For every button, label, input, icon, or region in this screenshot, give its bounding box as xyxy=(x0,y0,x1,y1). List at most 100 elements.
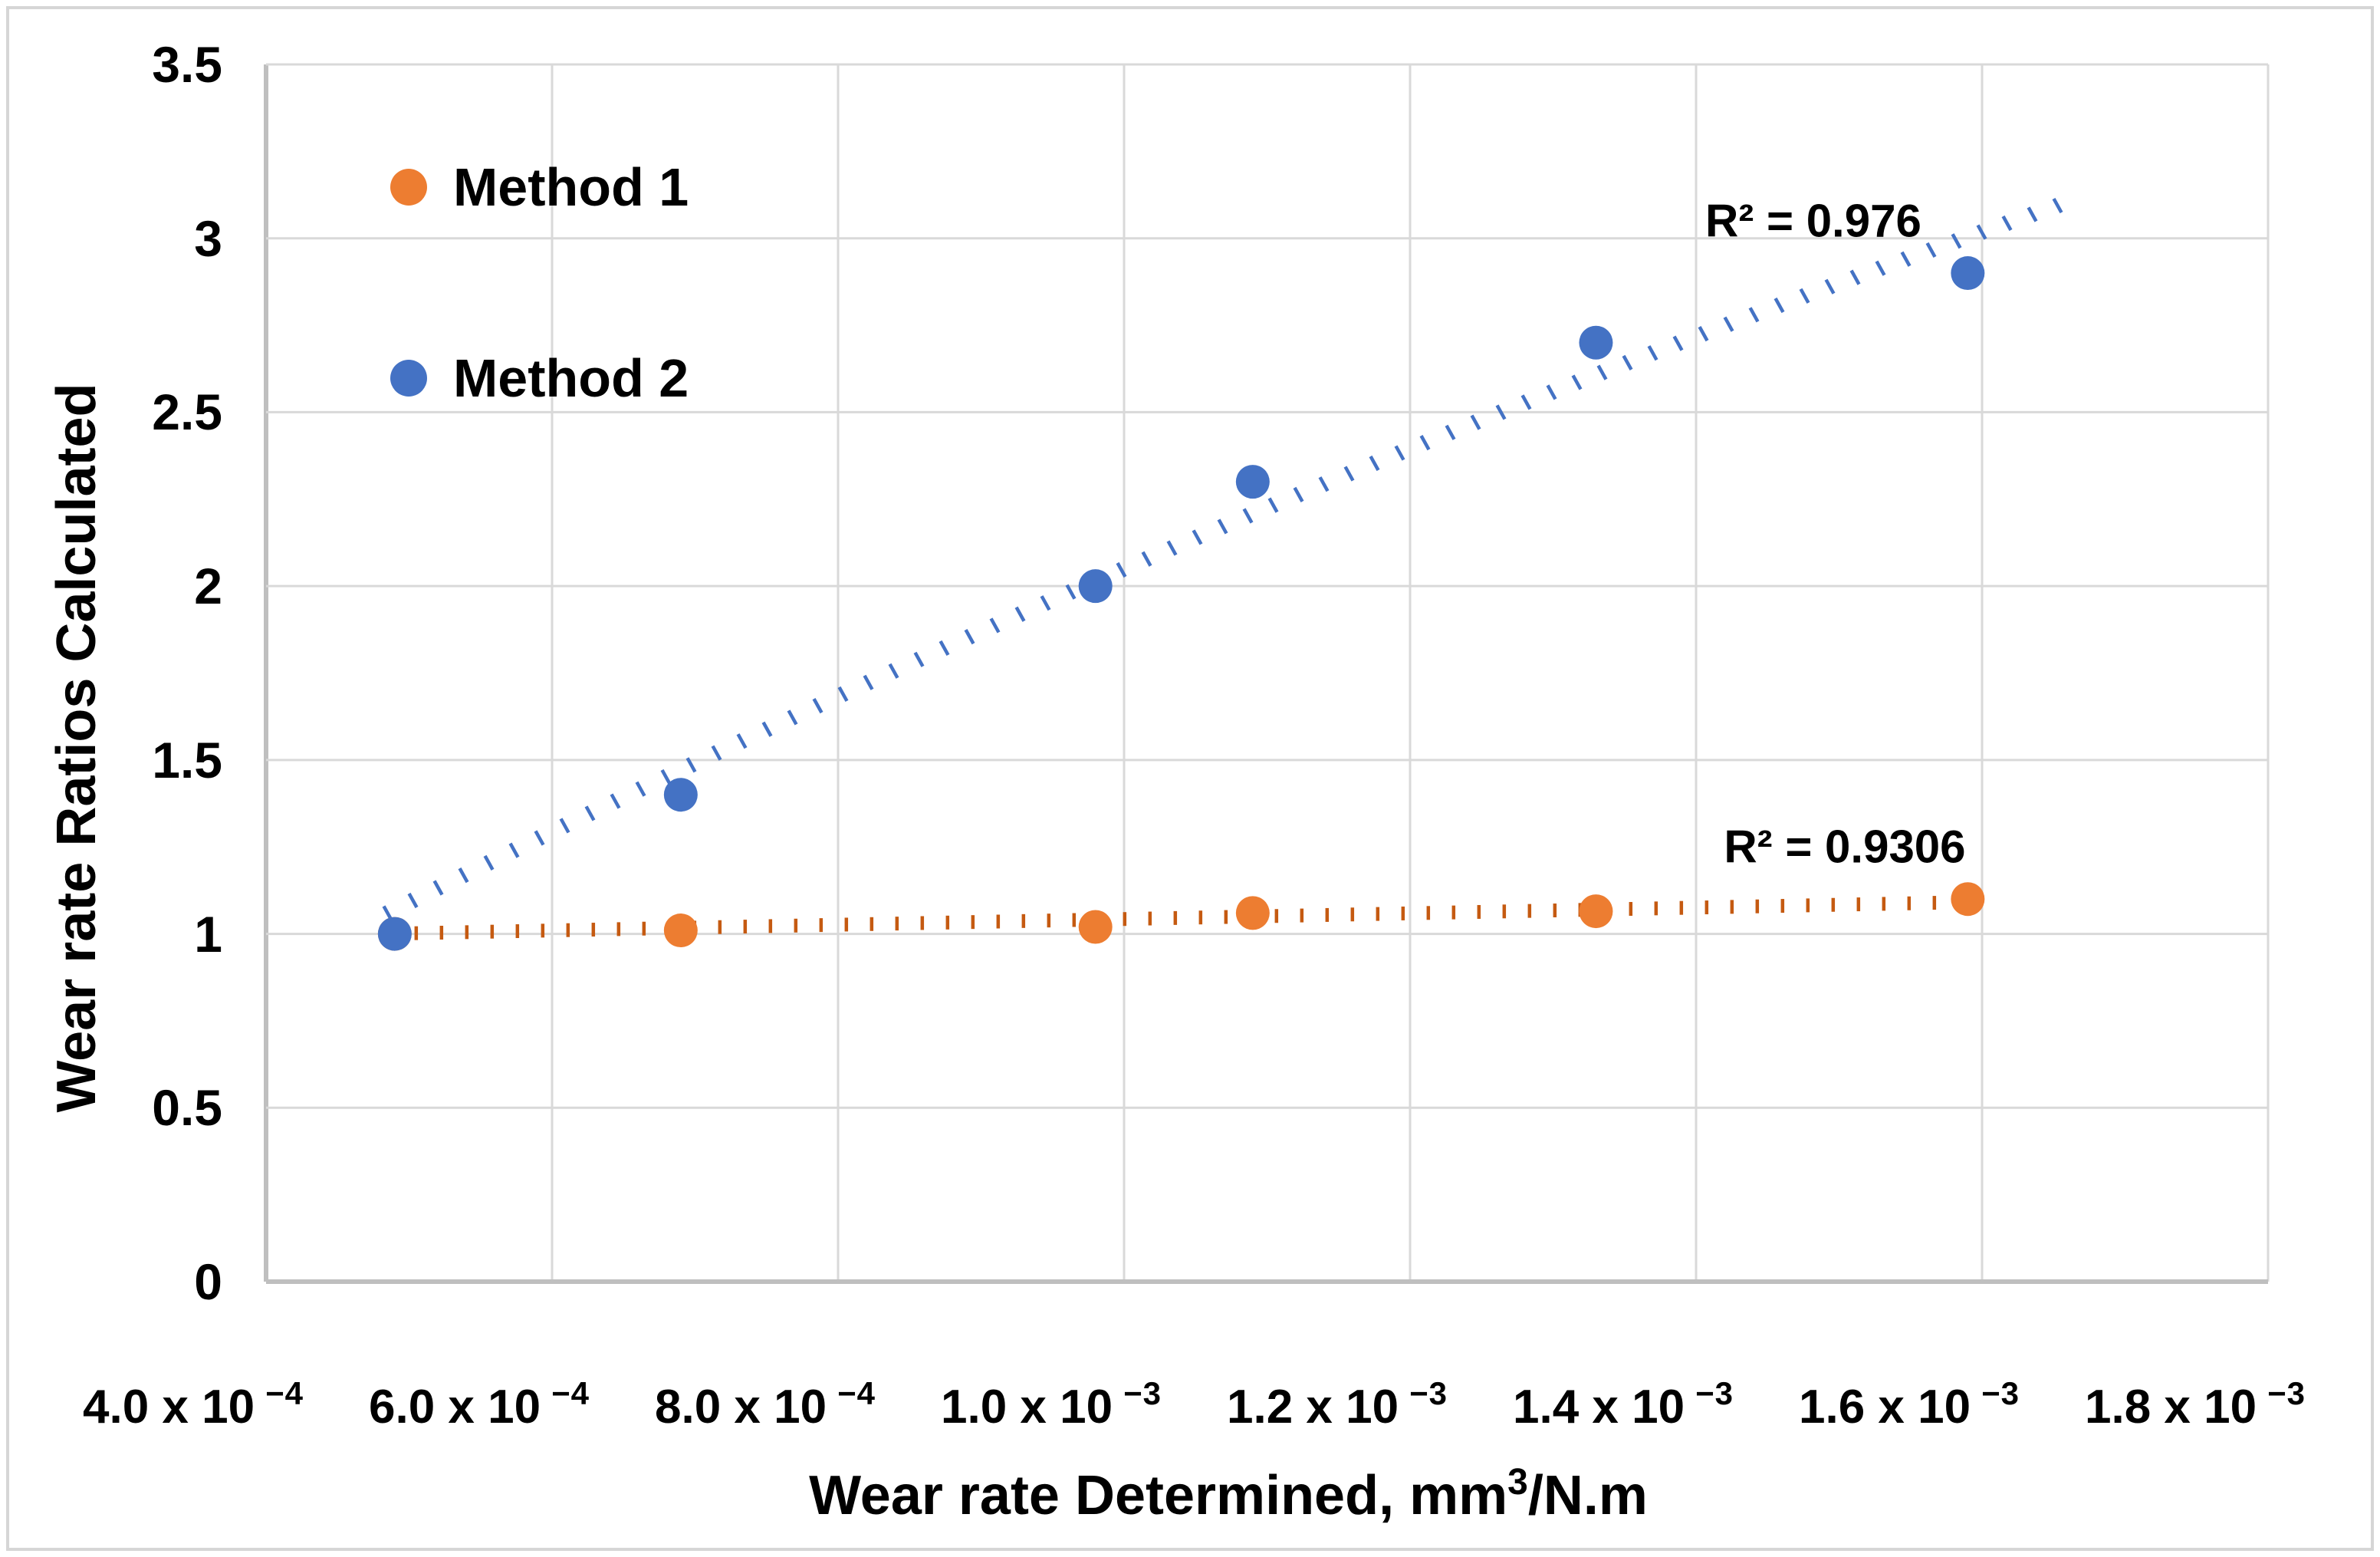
trendline-dash-method2 xyxy=(1242,508,1254,524)
x-axis-title-units: /N.m xyxy=(1527,1465,1648,1526)
x-axis-title-superscript: 3 xyxy=(1507,1462,1528,1503)
trendline-dash-method2 xyxy=(1419,435,1431,451)
trendline-dash-method2 xyxy=(1976,224,1987,240)
x-tick-label: 1.0 x 10 −3 xyxy=(875,1365,1228,1450)
trendline-dash-method2 xyxy=(1546,384,1557,400)
data-point-method2 xyxy=(663,778,698,812)
x-tick-label-base: 8.0 x 10 xyxy=(655,1381,827,1434)
trendline-dash-method2 xyxy=(1217,518,1228,535)
data-point-method1 xyxy=(1951,882,1985,917)
trendline-dash-method2 xyxy=(1672,335,1684,351)
x-tick-label-base: 1.2 x 10 xyxy=(1227,1381,1399,1434)
data-point-method1 xyxy=(663,913,698,948)
trendline-dash-method2 xyxy=(939,640,950,657)
legend-marker-method1-icon xyxy=(390,169,427,206)
trendline-dash-method2 xyxy=(1596,364,1608,380)
x-tick-label-exponent: −3 xyxy=(1695,1375,1734,1411)
trendline-dash-method2 xyxy=(1698,326,1709,342)
trendline-dash-method2 xyxy=(458,867,469,884)
trendline-dash-method2 xyxy=(812,698,823,714)
data-point-method2 xyxy=(1951,256,1985,291)
trendline-dash-method2 xyxy=(1343,466,1355,482)
trendline-dash-method2 xyxy=(1318,476,1330,492)
trendline-dash-method2 xyxy=(1014,606,1026,622)
x-tick-label-base: 1.6 x 10 xyxy=(1799,1381,1971,1434)
x-tick-label: 1.4 x 10 −3 xyxy=(1447,1365,1800,1450)
trendline-dash-method2 xyxy=(1849,269,1861,285)
x-tick-label: 1.8 x 10 −3 xyxy=(2019,1365,2372,1450)
trendline-dash-method2 xyxy=(761,721,773,737)
y-tick-label: 3 xyxy=(194,209,222,267)
y-tick-label: 2.5 xyxy=(152,383,222,441)
x-tick-label-exponent: −3 xyxy=(1981,1375,2020,1411)
legend-label-method2: Method 2 xyxy=(453,348,689,408)
trendline-dash-method2 xyxy=(1065,584,1077,600)
trendline-dash-method2 xyxy=(1141,551,1152,567)
trendline-dash-method2 xyxy=(2001,215,2013,232)
trendline-dash-method2 xyxy=(1622,354,1633,370)
trendline-dash-method2 xyxy=(610,793,621,809)
y-tick-label: 0.5 xyxy=(152,1079,222,1137)
data-point-method2 xyxy=(377,917,412,951)
trendline-dash-method2 xyxy=(1748,307,1760,323)
x-tick-label-exponent: −3 xyxy=(2267,1375,2306,1411)
x-tick-label: 1.2 x 10 −3 xyxy=(1161,1365,1514,1450)
trendline-dash-method2 xyxy=(407,892,419,909)
x-tick-label-exponent: −3 xyxy=(1409,1375,1448,1411)
trendline-dash-method2 xyxy=(508,842,520,858)
trendline-dash-method2 xyxy=(1647,345,1658,361)
legend-item-method1: Method 1 xyxy=(390,153,689,221)
trendline-dash-method2 xyxy=(1445,424,1456,440)
trendline-dash-method2 xyxy=(1470,414,1481,430)
trendline-dash-method2 xyxy=(1773,297,1785,314)
trendline-dash-method2 xyxy=(2027,206,2038,222)
trendline-dash-method2 xyxy=(888,663,899,679)
trendline-dash-method2 xyxy=(1116,561,1127,578)
trendline-dash-method2 xyxy=(863,674,874,690)
x-tick-label-base: 1.0 x 10 xyxy=(941,1381,1113,1434)
trendline-dash-method2 xyxy=(559,818,570,834)
trendline-dash-method2 xyxy=(1495,404,1507,420)
legend-label-method1: Method 1 xyxy=(453,157,689,217)
trendline-dash-method2 xyxy=(432,880,444,896)
x-tick-label-exponent: −4 xyxy=(551,1375,590,1411)
x-tick-label-base: 6.0 x 10 xyxy=(369,1381,541,1434)
x-tick-label: 6.0 x 10 −4 xyxy=(303,1365,656,1450)
data-point-method1 xyxy=(1579,894,1613,929)
r-squared-label-method2: R² = 0.976 xyxy=(1705,195,1921,247)
x-tick-label: 1.6 x 10 −3 xyxy=(1733,1365,2086,1450)
trendline-dash-method2 xyxy=(1040,595,1051,611)
x-tick-label-exponent: −4 xyxy=(837,1375,876,1411)
data-point-method1 xyxy=(1235,896,1270,930)
trendline-dash-method2 xyxy=(989,617,1001,634)
y-tick-label: 1 xyxy=(194,905,222,963)
y-tick-label: 1.5 xyxy=(152,731,222,788)
trendline-dash-method2 xyxy=(1900,251,1912,267)
trendline-dash-method2 xyxy=(1824,278,1836,295)
trendline-dash-method2 xyxy=(660,769,672,785)
trendline-dash-method2 xyxy=(584,805,596,821)
data-point-method2 xyxy=(1235,465,1270,499)
r-squared-label-method1: R² = 0.9306 xyxy=(1724,821,1966,873)
trendline-dash-method2 xyxy=(2052,197,2063,214)
y-tick-label: 0 xyxy=(194,1253,222,1310)
x-axis-title-text: Wear rate Determined, mm xyxy=(809,1465,1508,1526)
trendline-dash-method2 xyxy=(483,854,495,871)
x-tick-label-base: 1.4 x 10 xyxy=(1513,1381,1685,1434)
trendline-dash-method2 xyxy=(1723,316,1734,332)
trendline-dash-method2 xyxy=(1394,445,1405,461)
trendline-dash-method2 xyxy=(1293,486,1304,502)
trendline-dash-method2 xyxy=(1520,394,1532,410)
trendline-dash-method2 xyxy=(711,745,722,761)
legend-item-method2: Method 2 xyxy=(390,344,689,412)
x-tick-label-base: 1.8 x 10 xyxy=(2085,1381,2257,1434)
data-point-method1 xyxy=(1078,910,1113,944)
trendline-dash-method2 xyxy=(1369,455,1380,472)
legend-marker-method2-icon xyxy=(390,360,427,397)
trendline-dash-method2 xyxy=(913,651,925,667)
x-tick-label-base: 4.0 x 10 xyxy=(83,1381,255,1434)
trendline-dash-method2 xyxy=(736,733,748,749)
trendline-dash-method2 xyxy=(1799,288,1810,304)
